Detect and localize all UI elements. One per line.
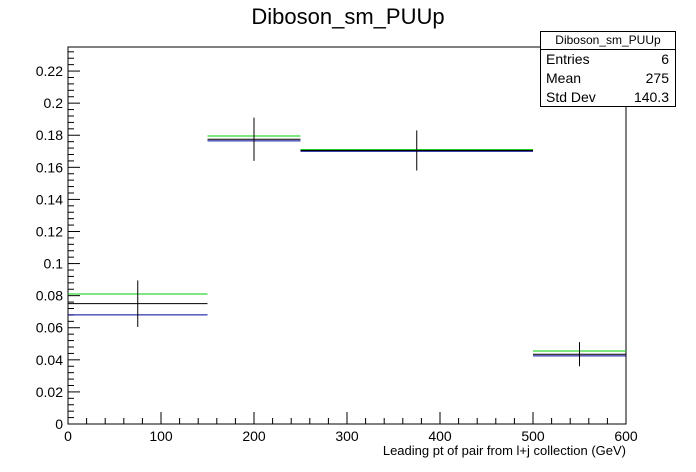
y-tick-label: 0.14 [36,191,63,207]
stats-box-title: Diboson_sm_PUUp [541,32,675,50]
x-tick-label: 0 [64,428,72,444]
stats-box: Diboson_sm_PUUp Entries 6 Mean 275 Std D… [540,31,676,107]
stats-mean-label: Mean [546,70,582,86]
stats-stddev-value: 140.3 [633,89,669,105]
y-tick-label: 0.22 [36,63,63,79]
y-tick-label: 0.08 [36,288,63,304]
stats-entries-value: 6 [661,51,669,67]
stats-mean-value: 275 [645,70,669,86]
chart-title: Diboson_sm_PUUp [251,4,445,29]
y-tick-label: 0.2 [44,95,64,111]
y-tick-label: 0.18 [36,127,63,143]
y-tick-label: 0.06 [36,320,63,336]
x-tick-label: 400 [428,428,452,444]
x-tick-label: 100 [149,428,173,444]
stats-mean-row: Mean 275 [541,69,675,88]
y-tick-label: 0.02 [36,384,63,400]
x-tick-label: 600 [614,428,638,444]
y-tick-label: 0.12 [36,223,63,239]
y-tick-label: 0.04 [36,352,63,368]
x-tick-label: 200 [242,428,266,444]
x-tick-label: 300 [335,428,359,444]
stats-entries-row: Entries 6 [541,50,675,69]
y-tick-label: 0.1 [44,256,64,272]
stats-entries-label: Entries [546,51,590,67]
y-tick-label: 0.16 [36,159,63,175]
x-tick-label: 500 [521,428,545,444]
stats-stddev-row: Std Dev 140.3 [541,88,675,107]
stats-stddev-label: Std Dev [546,89,596,105]
x-axis-label: Leading pt of pair from l+j collection (… [382,443,626,458]
y-tick-label: 0 [55,416,63,432]
